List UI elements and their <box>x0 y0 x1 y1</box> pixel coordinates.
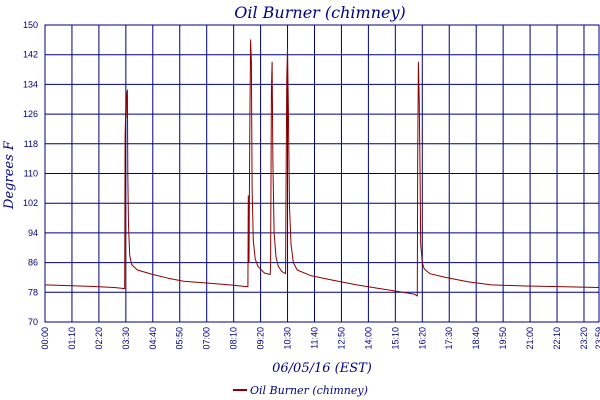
y-tick-label: 86 <box>28 258 38 268</box>
x-tick-label: 10:30 <box>283 327 293 350</box>
chart-title: Oil Burner (chimney) <box>234 3 406 22</box>
series-line <box>44 39 600 297</box>
series-layer <box>44 39 600 297</box>
x-tick-label: 03:30 <box>121 327 131 350</box>
x-tick-label: 08:10 <box>229 327 239 350</box>
x-axis-title: 06/05/16 (EST) <box>272 361 372 376</box>
x-tick-label: 09:20 <box>256 327 266 350</box>
x-tick-label: 23:20 <box>579 327 589 350</box>
y-tick-label: 142 <box>23 50 38 60</box>
x-tick-labels: 00:00 01:10 02:20 03:30 04:40 05:50 07:00 08:10… <box>40 327 600 350</box>
y-tick-label: 118 <box>24 139 38 149</box>
x-tick-label: 14:00 <box>363 327 373 350</box>
y-tick-label: 70 <box>28 317 38 327</box>
y-tick-label: 134 <box>23 79 38 89</box>
y-tick-label: 78 <box>28 287 38 297</box>
y-tick-label: 102 <box>23 198 38 208</box>
y-tick-label: 126 <box>23 109 38 119</box>
x-tick-label: 22:10 <box>552 327 562 350</box>
plot-frame <box>44 24 600 323</box>
y-tick-label: 150 <box>23 20 38 30</box>
x-tick-label: 17:30 <box>444 327 454 350</box>
x-tick-label: 12:50 <box>336 327 346 350</box>
x-tick-label: 01:10 <box>67 327 77 350</box>
x-tick-label: 16:20 <box>417 327 427 350</box>
y-axis-title: Degrees F <box>2 140 17 210</box>
x-tick-label: 07:00 <box>202 327 212 350</box>
y-tick-label: 110 <box>24 169 38 179</box>
x-tick-label: 18:40 <box>471 327 481 350</box>
x-tick-label: 23:59 <box>594 327 600 350</box>
x-tick-label: 11:40 <box>309 327 319 349</box>
x-tick-label: 05:50 <box>175 327 185 350</box>
x-tick-label: 19:50 <box>498 327 508 350</box>
y-tick-label: 94 <box>28 228 38 238</box>
x-tick-label: 21:00 <box>525 327 535 350</box>
x-tick-label: 02:20 <box>94 327 104 350</box>
x-tick-label: 15:10 <box>390 327 400 350</box>
legend-label: Oil Burner (chimney) <box>250 384 368 397</box>
y-tick-labels: 70 78 86 94 102 110 118 126 134 142 150 <box>23 20 38 327</box>
x-tick-label: 00:00 <box>40 327 50 350</box>
legend: Oil Burner (chimney) <box>233 384 368 397</box>
x-tick-label: 04:40 <box>148 327 158 350</box>
